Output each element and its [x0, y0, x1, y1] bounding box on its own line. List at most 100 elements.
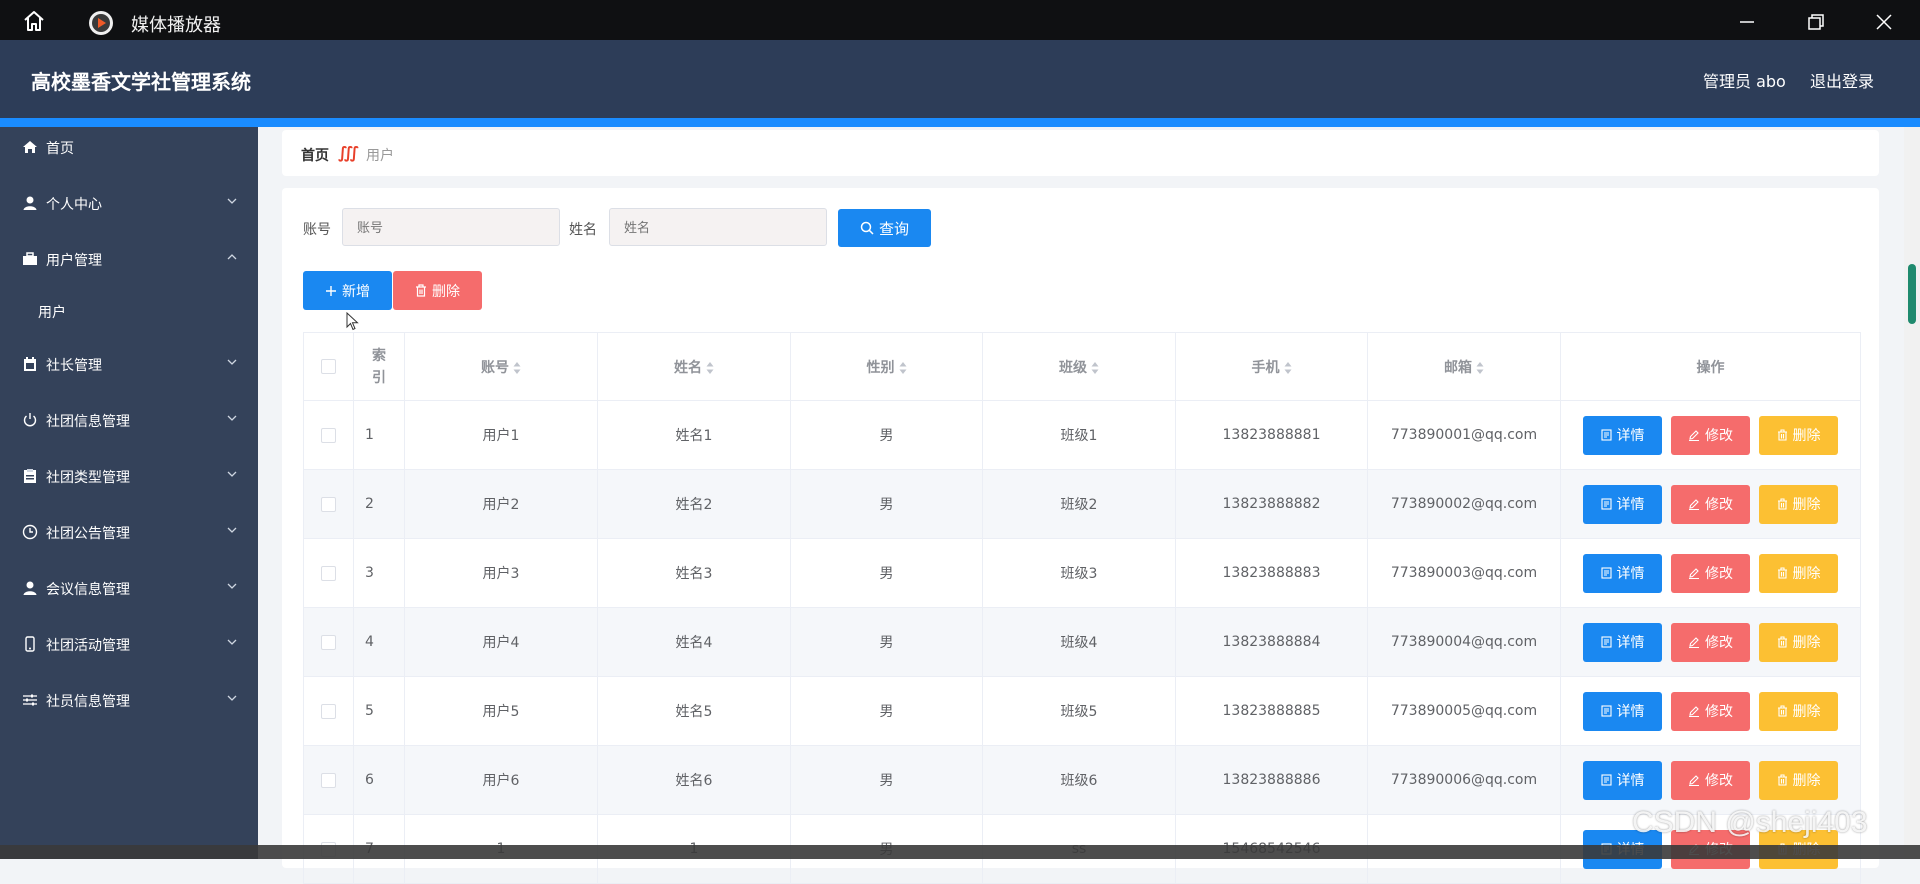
app-header: 高校墨香文学社管理系统 管理员 abo 退出登录	[0, 40, 1920, 118]
edit-button[interactable]: 修改	[1671, 760, 1750, 800]
cell-phone: 13823888883	[1175, 538, 1368, 608]
edit-button[interactable]: 修改	[1671, 484, 1750, 524]
row-checkbox[interactable]	[321, 427, 336, 443]
edit-button[interactable]: 修改	[1671, 622, 1750, 662]
table-row: 4 用户4 姓名4 男班级4 13823888884 773890004@qq.com 详…	[303, 607, 1861, 677]
app-title: 媒体播放器	[131, 15, 221, 36]
breadcrumb-home[interactable]: 首页	[301, 148, 329, 164]
sidebar-subitem-label: 用户	[38, 305, 66, 321]
sidebar-item-club-type-management[interactable]: 社团类型管理	[0, 456, 258, 496]
sort-icon[interactable]	[1091, 361, 1099, 375]
cell-email: 773890003@qq.com	[1367, 538, 1561, 608]
sidebar-item-president-management[interactable]: 社长管理	[0, 344, 258, 384]
name-search-input[interactable]	[609, 208, 827, 246]
breadcrumb: 首页 ∭ 用户	[282, 130, 1879, 176]
column-header-email[interactable]: 邮箱	[1367, 332, 1561, 401]
cell-account: 用户6	[404, 745, 598, 815]
account-search-input[interactable]	[342, 208, 560, 246]
edit-icon	[1689, 637, 1699, 648]
cell-name: 姓名5	[597, 676, 791, 746]
document-icon	[1600, 636, 1612, 648]
column-header-gender[interactable]: 性别	[790, 332, 983, 401]
row-checkbox[interactable]	[321, 703, 336, 719]
watermark: CSDN @sheji403	[1632, 806, 1868, 839]
document-icon	[1600, 429, 1612, 441]
sort-icon[interactable]	[1284, 361, 1292, 375]
column-header-class[interactable]: 班级	[982, 332, 1176, 401]
calendar-icon	[24, 357, 36, 371]
row-checkbox[interactable]	[321, 496, 336, 512]
close-icon[interactable]	[1874, 12, 1894, 32]
sidebar-item-home[interactable]: 首页	[0, 127, 258, 167]
sort-icon[interactable]	[1476, 361, 1484, 375]
select-all-checkbox[interactable]	[321, 359, 336, 374]
sidebar-item-meeting-info-management[interactable]: 会议信息管理	[0, 568, 258, 608]
cell-account: 用户5	[404, 676, 598, 746]
sidebar-item-user-management[interactable]: 用户管理	[0, 239, 258, 279]
edit-icon	[1689, 568, 1699, 579]
column-header-account[interactable]: 账号	[404, 332, 598, 401]
cell-phone: 13823888881	[1175, 400, 1368, 470]
sidebar-item-club-info-management[interactable]: 社团信息管理	[0, 400, 258, 440]
cell-index: 6	[353, 745, 405, 815]
detail-button[interactable]: 详情	[1583, 553, 1662, 593]
delete-button[interactable]: 删除	[1759, 484, 1838, 524]
page-scrollbar-thumb[interactable]	[1908, 264, 1916, 324]
edit-button[interactable]: 修改	[1671, 691, 1750, 731]
trash-icon	[1777, 567, 1787, 579]
table-header-row: 索引 账号 姓名 性别 班级 手机 邮箱 操作	[303, 332, 1861, 401]
cell-actions: 详情 修改 删除	[1560, 676, 1861, 746]
batch-delete-button[interactable]: 删除	[393, 271, 482, 310]
delete-button[interactable]: 删除	[1759, 415, 1838, 455]
users-table: 索引 账号 姓名 性别 班级 手机 邮箱 操作 1 用户1 姓名1 男班级1 13823…	[303, 332, 1861, 884]
column-header-phone[interactable]: 手机	[1175, 332, 1368, 401]
edit-button[interactable]: 修改	[1671, 415, 1750, 455]
row-select-cell	[303, 607, 354, 677]
query-button[interactable]: 查询	[838, 209, 931, 247]
cell-actions: 详情 修改 删除	[1560, 400, 1861, 470]
sidebar-item-profile[interactable]: 个人中心	[0, 183, 258, 223]
sidebar-item-label: 社长管理	[46, 358, 102, 374]
clock-icon	[22, 524, 38, 540]
edit-button[interactable]: 修改	[1671, 553, 1750, 593]
add-button[interactable]: 新增	[303, 271, 392, 310]
sidebar-item-label: 个人中心	[46, 197, 102, 213]
home-icon[interactable]	[22, 9, 46, 33]
cell-class: 班级3	[982, 538, 1176, 608]
row-select-cell	[303, 400, 354, 470]
delete-button[interactable]: 删除	[1759, 622, 1838, 662]
sort-icon[interactable]	[706, 361, 714, 375]
detail-button[interactable]: 详情	[1583, 760, 1662, 800]
chevron-down-icon	[227, 639, 237, 645]
sidebar-item-label: 社团信息管理	[46, 414, 130, 430]
page-scrollbar[interactable]	[1904, 127, 1920, 859]
trash-icon	[1777, 429, 1787, 441]
row-checkbox[interactable]	[321, 634, 336, 650]
sidebar-item-club-announcement-management[interactable]: 社团公告管理	[0, 512, 258, 552]
search-icon	[860, 221, 874, 235]
row-checkbox[interactable]	[321, 772, 336, 788]
sort-icon[interactable]	[899, 361, 907, 375]
plus-icon	[326, 285, 336, 296]
delete-button[interactable]: 删除	[1759, 553, 1838, 593]
detail-button[interactable]: 详情	[1583, 415, 1662, 455]
delete-button[interactable]: 删除	[1759, 760, 1838, 800]
detail-button[interactable]: 详情	[1583, 484, 1662, 524]
sidebar-item-club-activity-management[interactable]: 社团活动管理	[0, 624, 258, 664]
detail-button[interactable]: 详情	[1583, 691, 1662, 731]
detail-button[interactable]: 详情	[1583, 622, 1662, 662]
cell-index: 1	[353, 400, 405, 470]
sidebar-subitem-users[interactable]: 用户	[0, 291, 258, 331]
trash-icon	[1777, 498, 1787, 510]
logout-link[interactable]: 退出登录	[1810, 72, 1875, 91]
column-header-name[interactable]: 姓名	[597, 332, 791, 401]
sort-icon[interactable]	[513, 361, 521, 375]
delete-button[interactable]: 删除	[1759, 691, 1838, 731]
row-checkbox[interactable]	[321, 565, 336, 581]
edit-icon	[1689, 499, 1699, 510]
restore-icon[interactable]	[1806, 12, 1826, 32]
breadcrumb-separator-icon: ∭	[338, 143, 359, 162]
minimize-icon[interactable]	[1737, 12, 1757, 32]
sidebar-item-member-info-management[interactable]: 社员信息管理	[0, 680, 258, 720]
cell-gender: 男	[790, 607, 983, 677]
